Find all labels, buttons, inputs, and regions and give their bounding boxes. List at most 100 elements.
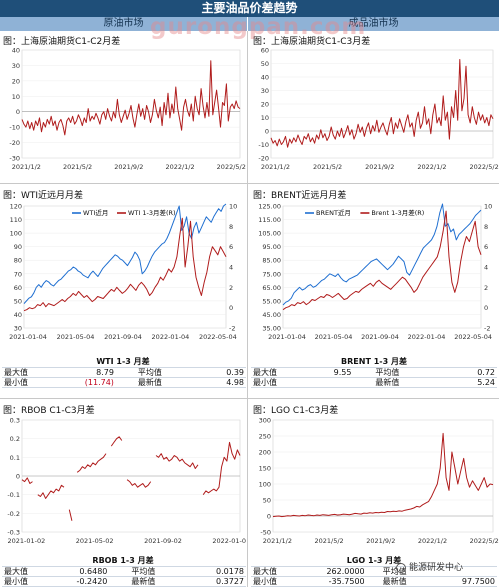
y-tick-label: -20 — [9, 139, 20, 147]
series-line — [23, 217, 227, 312]
x-tick-label: 2022/5/2 — [470, 537, 499, 545]
plot-area — [282, 205, 482, 329]
legend-label: BRENT近月 — [316, 208, 351, 217]
y-tick-label: 200 — [259, 449, 271, 457]
x-tick-label: 2021/5/2 — [313, 163, 342, 171]
stat-value-avg: 0.72 — [452, 367, 497, 378]
stat-value-avg: 0.39 — [205, 367, 246, 378]
x-tick-label: 2022-01-02 — [212, 537, 246, 545]
x-tick-label: 2021-09-04 — [104, 333, 142, 341]
x-tick-label: 2021-05-04 — [315, 333, 353, 341]
y-right-tick-label: 10 — [484, 203, 492, 211]
y-tick-label: 55.00 — [262, 297, 281, 305]
y-tick-label: 0.1 — [10, 454, 20, 462]
legend-label: WTI 1-3月差(R) — [128, 208, 176, 217]
stat-value-min: -0.2420 — [49, 576, 110, 587]
stat-label: 最大值 — [251, 566, 298, 577]
stat-value-min: -35.7500 — [297, 576, 367, 587]
watermark: gurongpan.com — [150, 14, 367, 40]
y-tick-label: 30 — [14, 325, 22, 333]
publisher-logo: 能源研发中心 — [396, 560, 463, 573]
x-tick-label: 2021/9/2 — [365, 163, 394, 171]
stat-value-min: (11.74) — [54, 377, 116, 388]
stat-label: 最小值 — [2, 377, 55, 388]
y-right-tick-label: 2 — [484, 284, 488, 292]
y-tick-label: 35.00 — [262, 325, 281, 333]
stat-value-max: 0.6480 — [49, 566, 110, 577]
x-tick-label: 2021-01-04 — [268, 333, 306, 341]
x-tick-label: 2022-01-04 — [408, 333, 446, 341]
stat-label: 最新值 — [109, 576, 192, 587]
y-right-tick-label: 10 — [229, 203, 237, 211]
y-tick-label: 40 — [12, 47, 20, 55]
y-right-tick-label: 8 — [484, 223, 488, 231]
legend-label: WTI近月 — [83, 208, 108, 217]
x-tick-label: 2021/1/2 — [263, 537, 292, 545]
stat-label: 平均值 — [109, 566, 192, 577]
publisher-name: 能源研发中心 — [409, 563, 464, 573]
chart-title-lgo: 图：LGO C1-C3月差 — [253, 406, 339, 416]
stat-value-min — [308, 377, 354, 388]
section-crude-oil: 原油市场 — [0, 17, 247, 31]
rbob-stats-title: RBOB 1-3 月差 — [92, 556, 154, 565]
section-refined-oil: 成品油市场 — [248, 17, 499, 31]
y-tick-label: 250 — [259, 433, 271, 441]
y-tick-label: 45.00 — [262, 311, 281, 319]
x-tick-label: 2021/5/2 — [63, 163, 92, 171]
y-tick-label: 105.00 — [258, 230, 281, 238]
stat-label: 最小值 — [2, 576, 50, 587]
stat-value-avg: 0.0178 — [191, 566, 246, 577]
chart-title-wti: 图：WTI近远月月差 — [3, 191, 84, 201]
series-line — [282, 210, 482, 311]
y-right-tick-label: 4 — [484, 264, 488, 272]
y-tick-label: -10 — [9, 124, 20, 132]
stat-value-latest: 0.3727 — [191, 576, 246, 587]
chart-svg: 120 110 100 90 80 70 60 50 40 30 10 8 6 4 2 0 -2 2021-01-… — [9, 203, 237, 342]
series-line — [23, 203, 227, 304]
x-tick-label: 2021/5/2 — [314, 537, 343, 545]
y-right-tick-label: 4 — [229, 264, 233, 272]
y-right-tick-label: 2 — [229, 284, 233, 292]
y-tick-label: 125.00 — [258, 203, 281, 211]
x-tick-label: 2021-05-02 — [76, 537, 114, 545]
x-tick-label: 2021-01-02 — [7, 537, 45, 545]
y-tick-label: 120 — [10, 203, 22, 211]
y-tick-label: 100 — [10, 230, 22, 238]
y-right-tick-label: -2 — [229, 325, 235, 333]
y-tick-label: 60 — [261, 47, 269, 55]
chart-svg: 125.00 115.00 105.00 95.00 85.00 75.00 65.00 55… — [258, 203, 492, 342]
stat-value-latest: 97.7500 — [435, 576, 497, 587]
y-tick-label: 80 — [14, 257, 22, 265]
y-tick-label: 20 — [12, 77, 20, 85]
wechat-icon — [396, 562, 406, 573]
series-line — [270, 59, 494, 148]
y-tick-label: 0 — [267, 513, 271, 521]
y-tick-label: 30 — [12, 62, 20, 70]
chart-wti: 120 110 100 90 80 70 60 50 40 30 10 8 6 4 2 0 -2 2021-01-… — [0, 198, 246, 344]
stat-label: 最大值 — [2, 566, 50, 577]
series-line — [21, 436, 241, 521]
x-tick-label: 2022/1/2 — [165, 163, 194, 171]
wti-stats-title: WTI 1-3 月差 — [96, 357, 150, 366]
row-divider-2 — [0, 398, 499, 399]
y-tick-label: 100 — [259, 481, 271, 489]
stat-label: 最新值 — [115, 377, 206, 388]
y-tick-label: 40 — [261, 74, 269, 82]
wti-stats-table: 最大值 8.79 平均值 0.39 最小值 (11.74) 最新值 4.98 — [2, 367, 246, 388]
stat-label: 最大值 — [2, 367, 55, 378]
y-tick-label: 150 — [259, 465, 271, 473]
stat-label: 最小值 — [251, 576, 298, 587]
x-tick-label: 2021/1/2 — [261, 163, 290, 171]
x-tick-label: 2022-01-04 — [152, 333, 190, 341]
y-tick-label: -10 — [258, 141, 269, 149]
chart-brent: 125.00 115.00 105.00 95.00 85.00 75.00 65.00 55… — [249, 198, 499, 344]
x-tick-label: 2021-05-04 — [57, 333, 95, 341]
y-tick-label: -30 — [9, 155, 20, 163]
y-tick-label: 0 — [16, 108, 20, 116]
y-tick-label: -0.3 — [7, 529, 20, 537]
x-tick-label: 2022-05-04 — [199, 333, 237, 341]
page-title: 主要油品价差趋势 — [0, 0, 499, 17]
